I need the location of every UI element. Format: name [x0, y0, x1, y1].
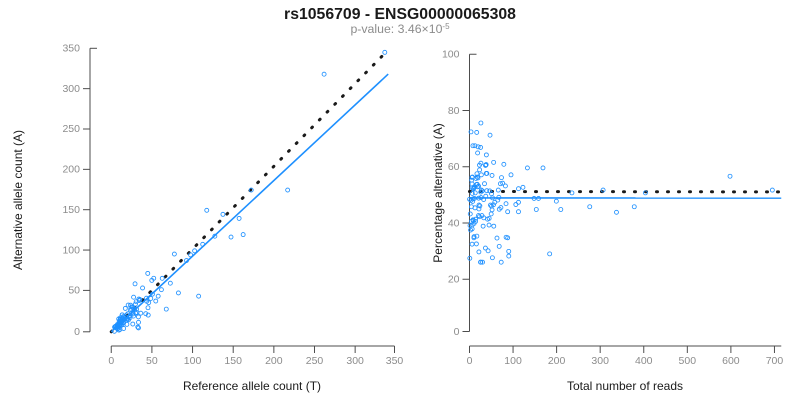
svg-text:0: 0	[454, 326, 460, 338]
svg-text:Total number of reads: Total number of reads	[567, 379, 683, 393]
svg-text:Percentage alternative (A): Percentage alternative (A)	[431, 123, 445, 262]
svg-text:200: 200	[548, 355, 566, 367]
svg-text:250: 250	[62, 123, 80, 135]
svg-text:p-value: 3.46×10-5: p-value: 3.46×10-5	[350, 22, 450, 37]
svg-text:700: 700	[766, 355, 784, 367]
svg-text:rs1056709 - ENSG00000065308: rs1056709 - ENSG00000065308	[284, 6, 516, 23]
svg-text:Reference allele count (T): Reference allele count (T)	[183, 379, 321, 393]
svg-text:350: 350	[386, 355, 404, 367]
svg-text:100: 100	[442, 49, 460, 61]
svg-text:500: 500	[679, 355, 697, 367]
svg-text:100: 100	[62, 244, 80, 256]
svg-text:20: 20	[448, 274, 460, 286]
svg-text:0: 0	[108, 355, 114, 367]
svg-text:60: 60	[448, 161, 460, 173]
svg-text:300: 300	[591, 355, 609, 367]
svg-text:250: 250	[306, 355, 324, 367]
svg-text:80: 80	[448, 105, 460, 117]
svg-text:600: 600	[722, 355, 740, 367]
svg-text:Alternative allele count (A): Alternative allele count (A)	[11, 130, 25, 270]
svg-text:150: 150	[224, 355, 242, 367]
svg-text:200: 200	[265, 355, 283, 367]
svg-text:100: 100	[504, 355, 522, 367]
svg-text:400: 400	[635, 355, 653, 367]
svg-text:100: 100	[184, 355, 202, 367]
svg-text:150: 150	[62, 204, 80, 216]
svg-text:200: 200	[62, 164, 80, 176]
svg-text:50: 50	[146, 355, 158, 367]
svg-text:350: 350	[62, 43, 80, 55]
svg-text:300: 300	[62, 83, 80, 95]
svg-text:50: 50	[68, 285, 80, 297]
svg-text:0: 0	[467, 355, 473, 367]
svg-text:300: 300	[346, 355, 364, 367]
svg-text:0: 0	[74, 326, 80, 338]
svg-text:40: 40	[448, 217, 460, 229]
